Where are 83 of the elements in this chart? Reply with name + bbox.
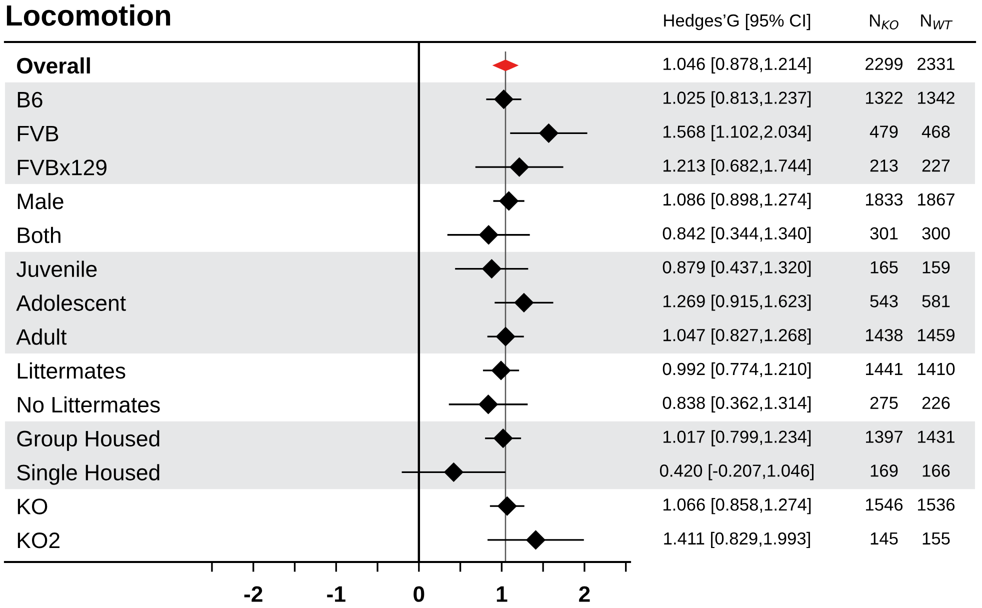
data-label: 1.568 [1.102,2.034]	[664, 125, 811, 142]
text: 169	[870, 464, 898, 477]
y-tick-label: Overall	[17, 57, 90, 74]
text: 543	[870, 295, 898, 308]
x-tick-label: -2	[244, 586, 262, 602]
text: 581	[922, 295, 950, 308]
text: 166	[922, 464, 950, 477]
y-tick-label: KO2	[18, 532, 60, 548]
data-label: 0.879 [0.437,1.320]	[662, 260, 811, 277]
point	[526, 530, 546, 550]
chart-title: Locomotion	[6, 4, 170, 26]
data-label: 1.411 [0.829,1.993]	[664, 532, 810, 548]
text: 159	[922, 261, 950, 274]
text: 1441	[866, 363, 902, 375]
y-tick-label: B6	[18, 92, 42, 108]
point	[510, 158, 529, 177]
data-label: 1.269 [0.915,1.623]	[664, 294, 811, 311]
text: 1867	[918, 193, 954, 206]
data-label: 0.838 [0.362,1.314]	[662, 396, 811, 412]
point	[496, 327, 516, 346]
point	[444, 462, 464, 482]
y-tick-label: Juvenile	[16, 260, 97, 278]
data-label: 1.046 [0.878,1.214]	[664, 57, 811, 74]
data-label: 1.017 [0.799,1.234]	[664, 430, 811, 446]
point	[514, 293, 534, 312]
text: 479	[870, 126, 898, 138]
data-label: 0.420 [-0.207,1.046]	[660, 464, 814, 480]
x-tick-label: 1	[496, 586, 508, 602]
point	[491, 360, 511, 380]
point	[499, 191, 518, 211]
text: 227	[922, 159, 950, 172]
text: 155	[922, 532, 950, 545]
text: 1438	[866, 328, 903, 342]
text: 165	[870, 261, 898, 274]
y-tick-label: Both	[18, 226, 60, 244]
text: 468	[922, 126, 950, 138]
data-label: 1.066 [0.858,1.274]	[664, 498, 811, 514]
y-tick-label: KO	[18, 498, 48, 514]
y-tick-label: Adolescent	[16, 294, 126, 311]
text: 1322	[866, 92, 902, 104]
point	[482, 259, 502, 278]
text: Hedges’G [95% CI]	[664, 14, 810, 30]
y-tick-label: Male	[18, 192, 64, 210]
text: 145	[870, 532, 898, 545]
text: 2299	[866, 58, 902, 70]
text: 226	[922, 396, 950, 410]
text: 1397	[866, 430, 902, 443]
point	[498, 496, 517, 516]
point	[478, 394, 498, 414]
data-label: 1.025 [0.813,1.237]	[664, 91, 811, 108]
text: 301	[870, 227, 898, 240]
data-label: 1.086 [0.898,1.274]	[664, 192, 811, 210]
text: N$_{WT}$	[921, 14, 953, 30]
text: 1833	[866, 193, 903, 206]
text: 1410	[918, 362, 955, 376]
text: 300	[922, 227, 950, 240]
y-tick-label: Single Housed	[17, 464, 160, 485]
y-tick-label: FVBx129	[18, 160, 106, 176]
text: 1459	[918, 328, 954, 342]
text: 2331	[918, 58, 954, 70]
text: 1431	[918, 430, 954, 443]
data-label: 1.213 [0.682,1.744]	[664, 158, 811, 176]
text: 275	[870, 396, 898, 410]
point	[494, 428, 513, 448]
y-tick-label: No Littermates	[18, 396, 160, 413]
text: 1546	[866, 498, 903, 511]
data-label: 0.992 [0.774,1.210]	[662, 362, 811, 379]
y-tick-label: Adult	[16, 328, 67, 345]
x-tick-label: -1	[327, 586, 346, 602]
text: 213	[870, 159, 898, 172]
y-tick-label: Littermates	[18, 362, 126, 379]
point	[494, 90, 514, 109]
text: 1342	[918, 92, 954, 104]
x-tick-label: 0	[414, 586, 424, 602]
text: 1536	[918, 498, 955, 511]
point	[479, 225, 498, 244]
text: N$_{KO}$	[870, 14, 898, 30]
data-label: 0.842 [0.344,1.340]	[662, 226, 811, 243]
point	[539, 124, 558, 143]
x-tick-label: 2	[579, 586, 590, 602]
data-label: 1.047 [0.827,1.268]	[664, 328, 811, 345]
y-tick-label: Group Housed	[17, 430, 160, 451]
y-tick-label: FVB	[18, 126, 58, 142]
